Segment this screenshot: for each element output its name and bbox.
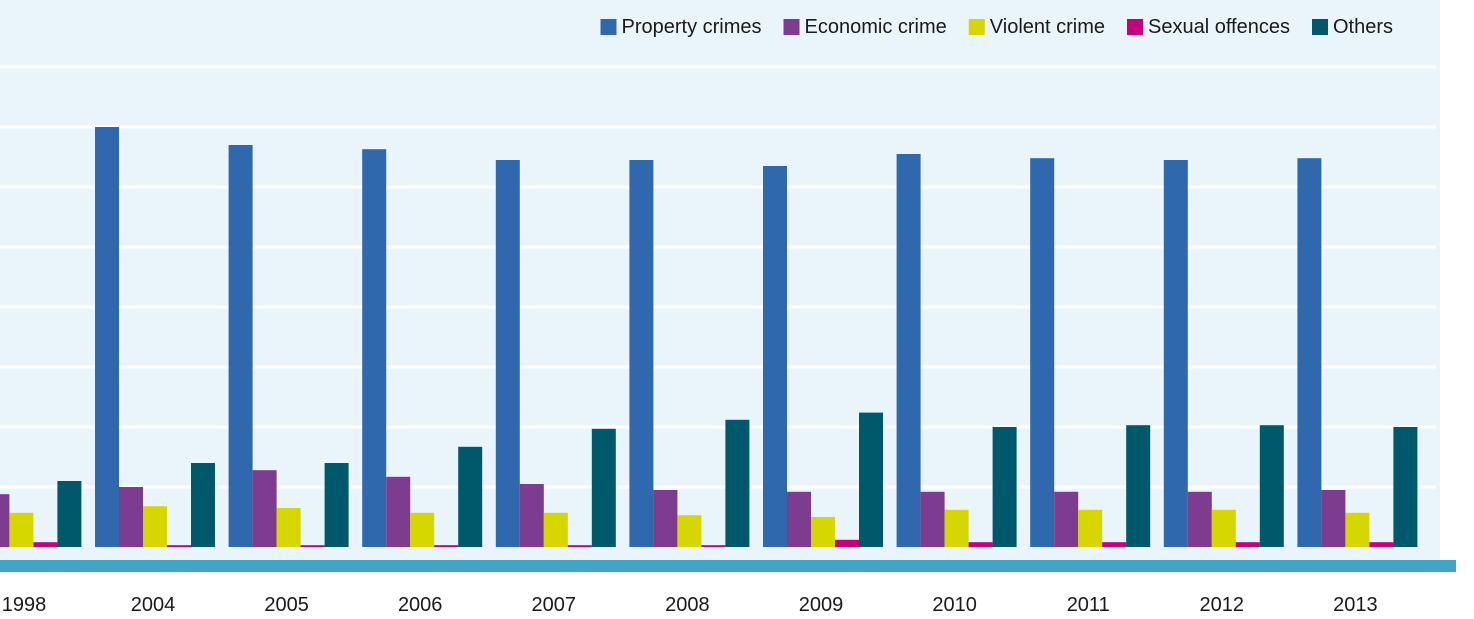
x-tick-label: 2006 <box>398 594 443 616</box>
x-tick-label: 2012 <box>1200 594 1245 616</box>
bar-2011-others <box>1126 425 1151 547</box>
bar-2004-sexual-offences <box>167 545 191 547</box>
bar-2012-property-crimes <box>1163 160 1188 547</box>
bar-2009-property-crimes <box>763 166 787 547</box>
bar-2013-property-crimes <box>1297 158 1322 547</box>
x-tick-label: 2007 <box>532 594 577 616</box>
legend-swatch <box>600 19 617 35</box>
x-tick-label: 2005 <box>264 594 309 616</box>
bar-2011-economic-crime <box>1054 491 1079 547</box>
legend-label: Sexual offences <box>1148 16 1290 38</box>
bar-2011-property-crimes <box>1030 158 1055 547</box>
bar-2006-violent-crime <box>410 512 435 547</box>
x-tick-label: 2013 <box>1333 594 1378 616</box>
x-tick-label: 2011 <box>1067 594 1110 616</box>
x-tick-label: 2008 <box>665 594 710 616</box>
plot-background <box>0 0 1440 560</box>
bar-2008-violent-crime <box>677 515 702 547</box>
legend-swatch <box>783 19 800 35</box>
bar-2008-others <box>725 419 750 547</box>
bar-2010-economic-crime <box>920 491 945 547</box>
bar-2012-violent-crime <box>1211 509 1236 547</box>
bar-2004-violent-crime <box>143 506 167 547</box>
x-tick-label: 1998 <box>2 594 47 616</box>
bar-2011-violent-crime <box>1078 509 1103 547</box>
bar-2006-property-crimes <box>362 149 387 547</box>
bar-2010-others <box>992 427 1017 547</box>
bar-2010-sexual-offences <box>968 542 993 547</box>
x-tick-labels: 1998 2004 2005 2006 2007 2008 2009 2010 2011 2012… <box>2 594 1378 616</box>
x-axis-band <box>0 560 1456 572</box>
legend-swatch <box>1312 19 1328 35</box>
x-tick-label: 2009 <box>799 594 844 616</box>
bar-2011-sexual-offences <box>1102 542 1127 547</box>
bar-2009-sexual-offences <box>835 539 859 547</box>
bar-2006-economic-crime <box>386 476 411 547</box>
bar-2006-sexual-offences <box>434 545 459 547</box>
bar-2004-property-crimes <box>95 127 119 547</box>
bar-2007-property-crimes <box>495 160 520 547</box>
bar-2013-violent-crime <box>1345 512 1370 547</box>
legend-label: Property crimes <box>622 16 762 38</box>
bar-2007-others <box>591 428 616 547</box>
bar-1998-economic-crime <box>0 494 10 547</box>
bar-2009-others <box>859 412 883 547</box>
bars <box>0 127 1418 547</box>
bar-2010-violent-crime <box>944 509 969 547</box>
bar-1998-others <box>57 481 82 547</box>
legend-label: Violent crime <box>990 16 1105 38</box>
bar-2004-others <box>191 463 215 547</box>
bar-2013-economic-crime <box>1321 490 1346 547</box>
bar-2010-property-crimes <box>896 154 921 547</box>
bar-2008-sexual-offences <box>701 545 726 547</box>
legend: Property crimes Economic crime Violent cri… <box>600 16 1393 38</box>
bar-2007-violent-crime <box>543 512 568 547</box>
bar-1998-sexual-offences <box>33 542 58 547</box>
bar-2012-sexual-offences <box>1235 542 1260 547</box>
bar-2012-economic-crime <box>1187 491 1212 547</box>
legend-swatch <box>968 19 985 35</box>
bar-2007-economic-crime <box>519 484 544 547</box>
bar-2004-economic-crime <box>119 487 143 547</box>
x-tick-label: 2004 <box>131 594 176 616</box>
bar-2008-property-crimes <box>629 160 654 547</box>
bar-2012-others <box>1259 425 1284 547</box>
bar-2009-economic-crime <box>787 491 811 547</box>
x-tick-label: 2010 <box>932 594 977 616</box>
bar-2005-sexual-offences <box>300 545 325 547</box>
legend-label: Economic crime <box>805 16 947 38</box>
bar-1998-violent-crime <box>9 512 34 547</box>
bar-2005-property-crimes <box>228 145 253 547</box>
bar-2006-others <box>458 446 483 547</box>
bar-2005-violent-crime <box>276 508 301 547</box>
bar-2005-others <box>324 463 349 547</box>
bar-2013-others <box>1393 427 1418 547</box>
bar-2005-economic-crime <box>252 470 277 547</box>
legend-swatch <box>1127 19 1143 35</box>
bar-2009-violent-crime <box>811 517 835 547</box>
bar-2007-sexual-offences <box>567 545 592 547</box>
bar-2008-economic-crime <box>653 490 678 547</box>
legend-label: Others <box>1333 16 1393 38</box>
bar-2013-sexual-offences <box>1369 542 1394 547</box>
